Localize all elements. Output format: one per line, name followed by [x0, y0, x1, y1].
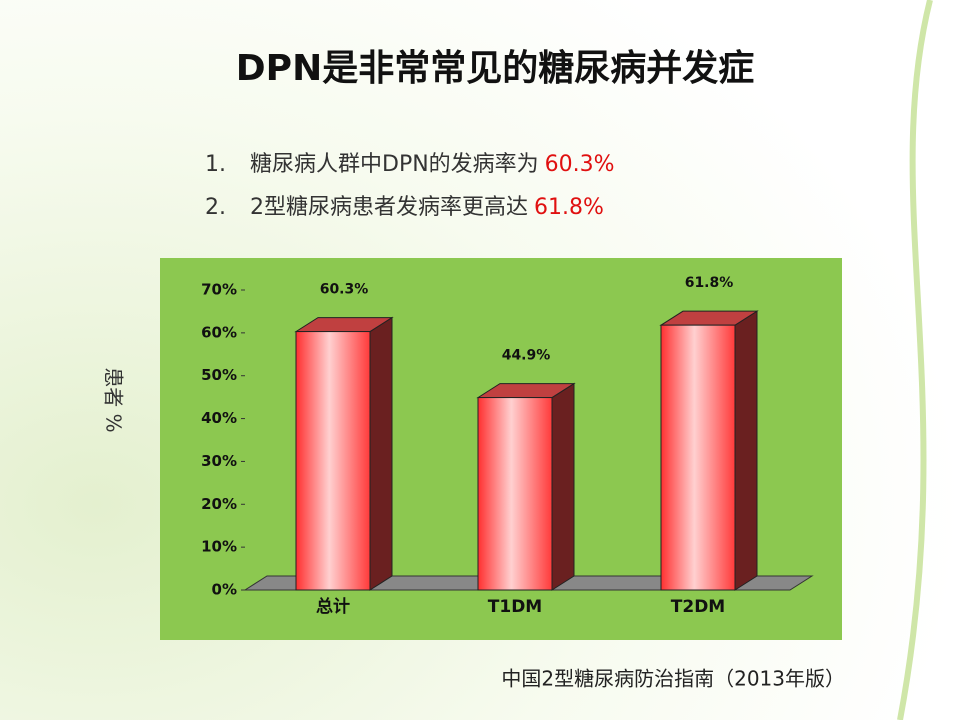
source: 中国2型糖尿病防治指南（2013年版） — [501, 667, 845, 691]
decoration — [897, 0, 933, 721]
x-tick-label: 总计 — [316, 596, 350, 617]
bar-side — [369, 316, 393, 591]
y-axis-label: 患者 % — [102, 367, 126, 432]
data-label: 61.8% — [685, 275, 734, 291]
y-tick-label: 0% — [212, 581, 237, 599]
x-tick-label: T2DM — [671, 597, 725, 617]
y-tick-label: 50% — [201, 366, 237, 384]
bullet-number: 2. — [205, 195, 226, 220]
bar-side — [551, 382, 575, 591]
bullet-highlight: 60.3% — [545, 152, 615, 177]
data-label: 60.3% — [320, 282, 369, 298]
y-tick-label: 60% — [201, 323, 237, 341]
data-label: 44.9% — [502, 348, 551, 364]
y-tick-label: 30% — [201, 452, 237, 470]
bar — [660, 324, 736, 591]
y-tick-label: 70% — [201, 281, 237, 299]
bullet-text: 糖尿病人群中DPN的发病率为 — [250, 152, 539, 177]
bar — [477, 397, 553, 591]
y-tick-label: 40% — [201, 409, 237, 427]
bullet-text: 2型糖尿病患者发病率更高达 — [250, 195, 528, 220]
bullet-highlight: 61.8% — [534, 195, 604, 220]
bullet-number: 1. — [205, 152, 226, 177]
bar-side — [734, 310, 758, 591]
y-tick-label: 20% — [201, 495, 237, 513]
bullet-text: 糖尿病人群中DPN的发病率为 60.3% — [250, 152, 615, 177]
y-tick-label: 10% — [201, 538, 237, 556]
title: DPN是非常常见的糖尿病并发症 — [236, 48, 754, 89]
bar — [295, 331, 371, 591]
x-tick-label: T1DM — [488, 597, 542, 617]
bullet-text: 2型糖尿病患者发病率更高达 61.8% — [250, 195, 604, 220]
